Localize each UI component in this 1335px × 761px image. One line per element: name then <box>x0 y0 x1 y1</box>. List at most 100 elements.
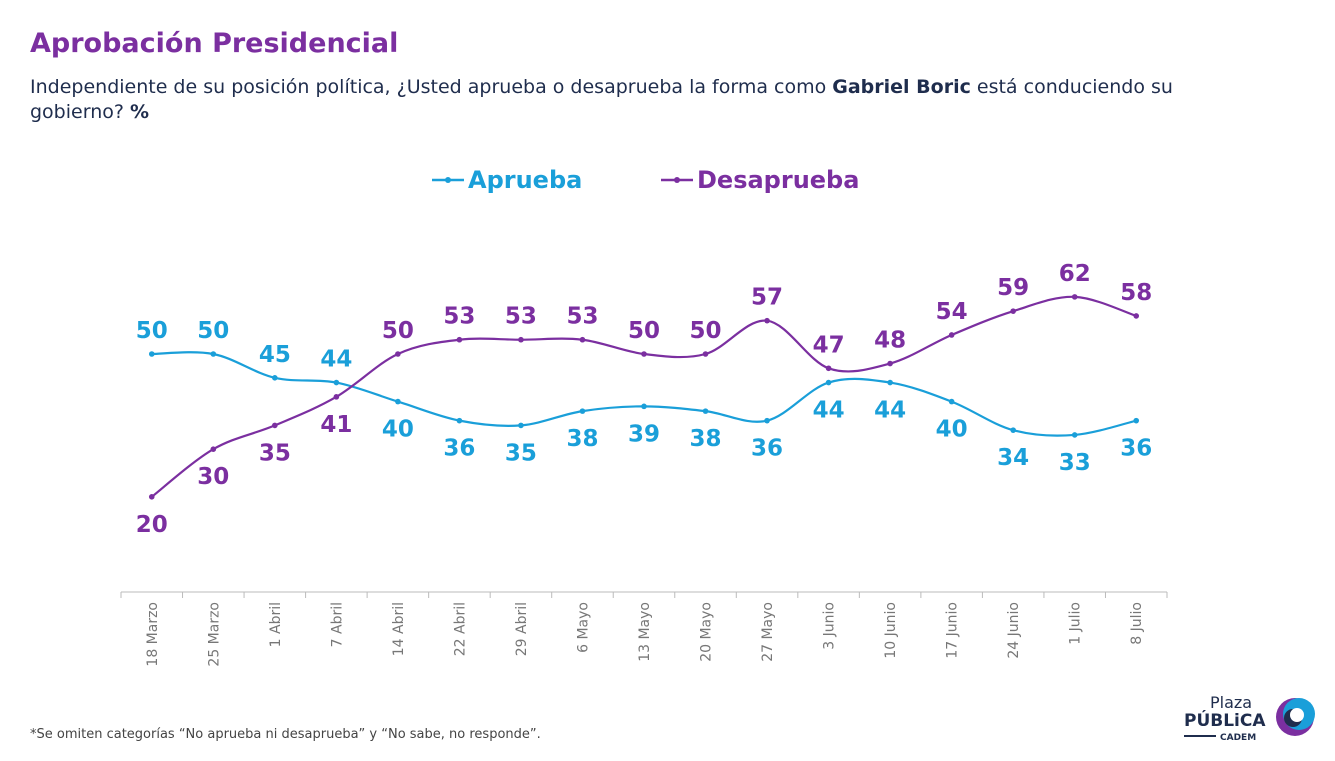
x-tick-label: 22 Abril <box>452 602 468 656</box>
data-point <box>641 351 647 357</box>
data-point <box>395 398 401 405</box>
data-point <box>579 408 586 414</box>
x-tick-label: 27 Mayo <box>760 602 776 662</box>
series-line-desaprueba <box>151 295 1137 498</box>
data-label: 34 <box>997 445 1029 471</box>
x-tick-label: 18 Marzo <box>145 602 161 667</box>
data-label: 20 <box>136 512 168 538</box>
data-label: 41 <box>320 412 352 438</box>
data-point <box>825 379 832 386</box>
logo-line2: PÚBLiCA <box>1184 709 1266 731</box>
data-label: 38 <box>566 426 598 452</box>
logo-line1: Plaza <box>1210 693 1252 712</box>
data-point <box>764 317 770 324</box>
data-label: 50 <box>382 318 414 344</box>
data-point <box>1133 417 1140 424</box>
data-point <box>887 379 893 386</box>
plaza-publica-cadem-logo: Plaza PÚBLiCA CADEM <box>1184 693 1315 742</box>
subtitle-pre: Independiente de su posición política, ¿… <box>30 76 833 98</box>
data-point <box>518 422 524 429</box>
data-label: 36 <box>1120 436 1152 462</box>
data-point <box>1010 308 1016 314</box>
data-point <box>210 351 217 357</box>
data-label: 35 <box>259 440 291 466</box>
data-point <box>1010 427 1016 433</box>
x-tick-label: 6 Mayo <box>575 602 591 653</box>
data-point <box>887 360 893 367</box>
data-point <box>1133 313 1140 319</box>
data-point <box>948 332 955 338</box>
data-label: 44 <box>813 398 845 424</box>
data-point <box>272 422 278 429</box>
x-tick-label: 3 Junio <box>822 602 838 650</box>
data-label: 57 <box>751 285 783 311</box>
x-tick-label: 29 Abril <box>514 602 530 656</box>
data-label: 36 <box>443 436 475 462</box>
data-label: 59 <box>997 275 1029 301</box>
data-point <box>518 336 524 343</box>
data-label: 47 <box>813 332 845 358</box>
logo-line3: CADEM <box>1220 733 1256 742</box>
data-label: 33 <box>1059 450 1091 476</box>
x-tick-label: 10 Junio <box>883 602 899 659</box>
x-tick-label: 24 Junio <box>1006 602 1022 659</box>
data-point <box>825 365 832 372</box>
data-label: 50 <box>136 318 168 344</box>
data-label: 40 <box>936 417 968 443</box>
data-point <box>702 351 709 357</box>
legend-desaprueba-marker <box>661 177 693 183</box>
data-point <box>456 417 463 424</box>
x-tick-label: 8 Julio <box>1129 602 1145 645</box>
data-label: 54 <box>936 299 968 325</box>
data-label: 62 <box>1059 261 1091 287</box>
data-label: 44 <box>874 398 906 424</box>
data-point <box>641 403 647 410</box>
data-point <box>1071 294 1078 300</box>
data-label: 45 <box>259 342 291 368</box>
x-tick-label: 20 Mayo <box>699 602 715 662</box>
legend-aprueba-marker <box>432 177 464 183</box>
data-point <box>333 379 340 386</box>
data-point <box>764 417 770 424</box>
data-point <box>333 394 340 400</box>
data-label: 58 <box>1120 280 1152 306</box>
x-tick-label: 1 Abril <box>268 602 284 647</box>
footnote: *Se omiten categorías “No aprueba ni des… <box>30 727 541 742</box>
x-tick-label: 25 Marzo <box>206 602 222 667</box>
data-label: 50 <box>690 318 722 344</box>
data-point <box>395 351 401 357</box>
data-point <box>210 446 217 453</box>
legend-desaprueba-label: Desaprueba <box>697 166 860 194</box>
data-point <box>272 375 278 381</box>
data-label: 50 <box>197 318 229 344</box>
subtitle-post: está conduciendo su gobierno? <box>30 76 1173 123</box>
data-point <box>456 336 463 343</box>
data-label: 53 <box>566 304 598 330</box>
data-label: 53 <box>443 304 475 330</box>
x-tick-label: 7 Abril <box>329 602 345 647</box>
data-point <box>579 336 586 343</box>
subtitle-unit: % <box>129 101 150 123</box>
legend-aprueba: Aprueba <box>432 166 582 194</box>
data-label: 53 <box>505 304 537 330</box>
subtitle-bold: Gabriel Boric <box>832 76 971 98</box>
data-label: 44 <box>320 347 352 373</box>
data-label: 39 <box>628 421 660 447</box>
x-tick-label: 13 Mayo <box>637 602 653 662</box>
data-label: 38 <box>690 426 722 452</box>
page-title: Aprobación Presidencial <box>30 28 399 59</box>
data-label: 36 <box>751 436 783 462</box>
data-point <box>148 494 155 500</box>
x-tick-label: 14 Abril <box>391 602 407 656</box>
data-point <box>948 398 955 405</box>
legend-desaprueba: Desaprueba <box>661 166 859 194</box>
data-label: 40 <box>382 417 414 443</box>
x-tick-label: 17 Junio <box>945 602 961 659</box>
data-point <box>1071 432 1078 438</box>
data-label: 35 <box>505 440 537 466</box>
data-label: 48 <box>874 328 906 354</box>
subtitle: Independiente de su posición política, ¿… <box>30 75 1250 125</box>
data-point <box>148 351 155 357</box>
